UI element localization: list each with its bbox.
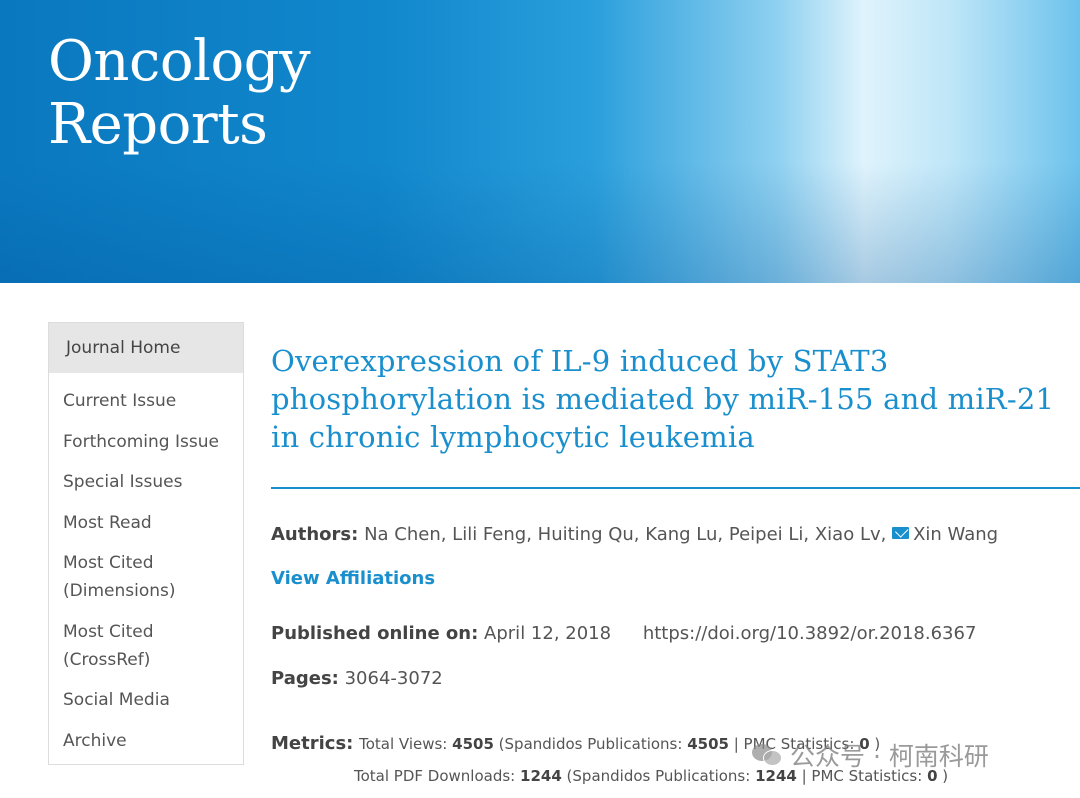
- sidebar-item-special-issues[interactable]: Special Issues: [63, 472, 183, 492]
- sidebar-item-most-read[interactable]: Most Read: [63, 512, 152, 533]
- published-line: Published online on: April 12, 2018 http…: [271, 623, 976, 644]
- published-label: Published online on:: [271, 623, 479, 644]
- pages-value: 3064-3072: [344, 668, 443, 689]
- article-title: Overexpression of IL-9 induced by STAT3 …: [271, 342, 1071, 456]
- sidebar-item-forthcoming-issue[interactable]: Forthcoming Issue: [63, 431, 219, 452]
- pdf-prefix: Total PDF Downloads:: [354, 767, 516, 785]
- pdf-suffix: ): [942, 767, 949, 785]
- view-affiliations-link[interactable]: View Affiliations: [271, 568, 436, 589]
- views-prefix: Total Views:: [359, 735, 448, 753]
- pdf-total: 1244: [520, 767, 562, 785]
- authors-label: Authors:: [271, 524, 359, 545]
- sidebar-item-current-issue[interactable]: Current Issue: [63, 391, 177, 411]
- pages-line: Pages: 3064-3072: [271, 668, 443, 689]
- pdf-pmc: 0: [927, 767, 938, 785]
- metrics-label: Metrics:: [271, 733, 354, 754]
- views-suffix: ): [874, 735, 881, 753]
- mail-icon[interactable]: [892, 527, 910, 539]
- sidebar-item-journal-home[interactable]: Journal Home: [49, 323, 243, 373]
- sidebar-item-most-cited-crossref[interactable]: Most Cited (CrossRef): [63, 621, 154, 670]
- pdf-pmc-prefix: | PMC Statistics:: [801, 767, 923, 785]
- pages-label: Pages:: [271, 668, 339, 689]
- published-date: April 12, 2018: [484, 623, 612, 644]
- banner-shade: [0, 163, 1080, 283]
- sidebar-nav: Journal Home Current Issue Forthcoming I…: [48, 322, 244, 765]
- authors-line: Authors: Na Chen, Lili Feng, Huiting Qu,…: [271, 524, 998, 545]
- article-title-line1: Overexpression of IL-9 induced by STAT3: [271, 344, 889, 378]
- sidebar-list: Current Issue Forthcoming Issue Special …: [49, 373, 243, 755]
- pdf-spandidos: 1244: [755, 767, 797, 785]
- sidebar-item-social-media[interactable]: Social Media: [63, 690, 170, 710]
- watermark: 公众号 · 柯南科研: [752, 737, 989, 773]
- journal-title-line1: Oncology: [48, 29, 311, 94]
- sidebar-item-archive[interactable]: Archive: [63, 730, 127, 751]
- pdf-metrics: Total PDF Downloads: 1244 (Spandidos Pub…: [354, 767, 948, 785]
- views-total: 4505: [452, 735, 494, 753]
- article-title-line3: in chronic lymphocytic leukemia: [271, 420, 755, 454]
- views-metrics: Total Views: 4505 (Spandidos Publication…: [359, 735, 880, 753]
- views-spandidos: 4505: [687, 735, 729, 753]
- views-pmc: 0: [859, 735, 870, 753]
- title-divider: [271, 487, 1080, 489]
- journal-banner: Oncology Reports: [0, 0, 1080, 283]
- watermark-text: 公众号 · 柯南科研: [790, 742, 989, 771]
- article-title-line2: phosphorylation is mediated by miR-155 a…: [271, 382, 1055, 416]
- pdf-spandidos-prefix: (Spandidos Publications:: [566, 767, 751, 785]
- metrics-line: Metrics: Total Views: 4505 (Spandidos Pu…: [271, 733, 880, 754]
- wechat-icon: [752, 742, 784, 768]
- sidebar-item-most-cited-dimensions[interactable]: Most Cited (Dimensions): [63, 553, 176, 601]
- views-spandidos-prefix: (Spandidos Publications:: [498, 735, 683, 753]
- doi-link[interactable]: https://doi.org/10.3892/or.2018.6367: [642, 623, 977, 644]
- journal-title[interactable]: Oncology Reports: [48, 29, 311, 157]
- corresponding-author[interactable]: Xin Wang: [913, 524, 999, 545]
- journal-title-line2: Reports: [48, 92, 268, 157]
- authors-list: Na Chen, Lili Feng, Huiting Qu, Kang Lu,…: [364, 524, 887, 545]
